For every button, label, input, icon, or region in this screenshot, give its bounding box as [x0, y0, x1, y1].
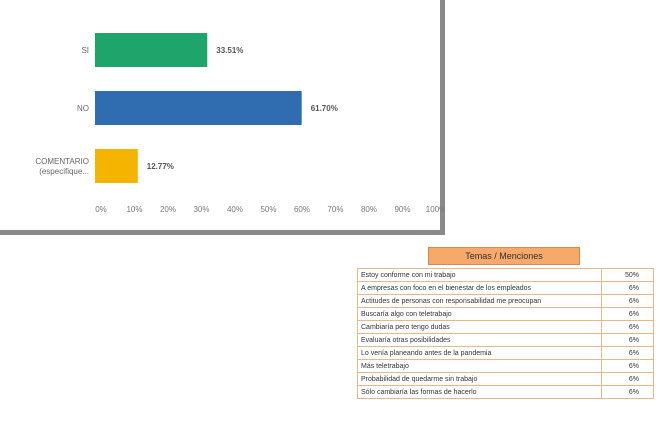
mention-text: Actitudes de personas con responsabilida… — [357, 294, 602, 308]
mention-text: Estoy conforme con mi trabajo — [357, 268, 602, 282]
data-label-1: 33.51% — [216, 46, 243, 55]
mention-percent: 6% — [601, 346, 654, 360]
x-tick-label: 70% — [327, 205, 343, 214]
x-tick-label: 40% — [227, 205, 243, 214]
mention-percent: 6% — [601, 281, 654, 295]
table-row: Buscaría algo con teletrabajo 6% — [357, 307, 654, 321]
mention-text: Probabilidad de quedarme sin trabajo — [357, 372, 602, 386]
bar-chart: SI 33.51% NO 61.70% COMENTARIO (especifique..… — [35, 33, 445, 214]
bar-2 — [95, 91, 302, 125]
mention-percent: 6% — [601, 320, 654, 334]
x-tick-label: 80% — [361, 205, 377, 214]
mention-percent: 6% — [601, 294, 654, 308]
x-tick-label: 60% — [294, 205, 310, 214]
x-tick-label: 50% — [260, 205, 276, 214]
x-tick-label: 10% — [126, 205, 142, 214]
mention-percent: 6% — [601, 333, 654, 347]
x-tick-label: 20% — [160, 205, 176, 214]
table-row: A empresas con foco en el bienestar de l… — [357, 281, 654, 295]
bar-1 — [95, 33, 208, 67]
mention-text: Evaluaría otras posibilidades — [357, 333, 602, 347]
mentions-title: Temas / Menciones — [428, 247, 580, 265]
mention-text: Lo venía planeando antes de la pandemia — [357, 346, 602, 360]
mention-percent: 50% — [601, 268, 654, 282]
table-row: Evaluaría otras posibilidades 6% — [357, 333, 654, 347]
mention-text: Cambiaría pero tengo dudas — [357, 320, 602, 334]
mention-text: Más teletrabajo — [357, 359, 602, 373]
x-tick-label: 0% — [95, 205, 107, 214]
table-row: Cambiaría pero tengo dudas 6% — [357, 320, 654, 334]
mention-percent: 6% — [601, 359, 654, 373]
mention-text: Buscaría algo con teletrabajo — [357, 307, 602, 321]
table-row: Lo venía planeando antes de la pandemia 6… — [357, 346, 654, 360]
x-tick-label: 90% — [394, 205, 410, 214]
data-label-3: 12.77% — [147, 162, 174, 171]
chart-frame: SI 33.51% NO 61.70% COMENTARIO (especifique..… — [0, 0, 445, 235]
category-label-2: NO — [77, 104, 89, 113]
data-label-2: 61.70% — [311, 104, 338, 113]
mention-percent: 6% — [601, 307, 654, 321]
table-row: Actitudes de personas con responsabilida… — [357, 294, 654, 308]
mention-percent: 6% — [601, 385, 654, 399]
category-label-1: SI — [81, 46, 89, 55]
bar-3 — [95, 149, 138, 183]
x-tick-label: 100% — [426, 205, 445, 214]
table-row: Probabilidad de quedarme sin trabajo 6% — [357, 372, 654, 386]
mention-text: Sólo cambiaría las formas de hacerlo — [357, 385, 602, 399]
x-tick-label: 30% — [193, 205, 209, 214]
mention-text: A empresas con foco en el bienestar de l… — [357, 281, 602, 295]
table-row: Más teletrabajo 6% — [357, 359, 654, 373]
category-label-3: COMENTARIO (especifique... — [35, 157, 89, 176]
mentions-table: Estoy conforme con mi trabajo 50% A empres… — [357, 268, 654, 399]
mention-percent: 6% — [601, 372, 654, 386]
table-row: Estoy conforme con mi trabajo 50% — [357, 268, 654, 282]
mentions-panel: Temas / Menciones Estoy conforme con mi … — [357, 247, 654, 399]
table-row: Sólo cambiaría las formas de hacerlo 6% — [357, 385, 654, 399]
